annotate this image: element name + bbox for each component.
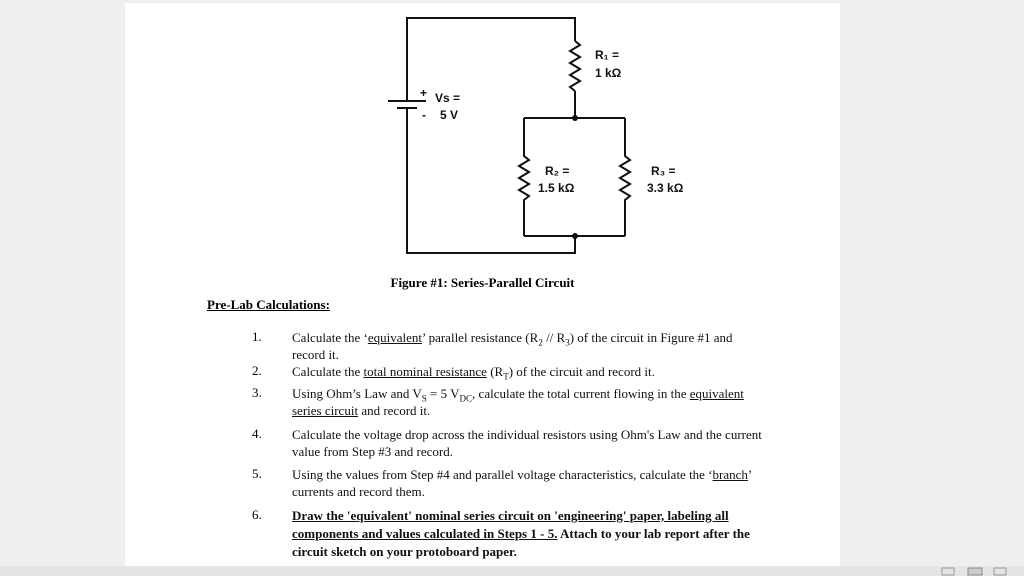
text: and record it. bbox=[358, 403, 431, 418]
subscript: 2 bbox=[538, 337, 543, 348]
subscript: DC bbox=[459, 393, 473, 404]
text: Using Ohm’s Law and V bbox=[292, 386, 422, 401]
text: Calculate the ‘ bbox=[292, 330, 368, 345]
item-number: 3. bbox=[252, 385, 262, 400]
text: Attach to your lab report after the circ… bbox=[292, 526, 750, 559]
r3-name: R₃ = bbox=[651, 164, 676, 178]
item-text: Calculate the voltage drop across the in… bbox=[292, 426, 762, 460]
text: ’ currents and record them. bbox=[292, 467, 752, 499]
text: = 5 V bbox=[426, 386, 460, 401]
vs-minus: - bbox=[422, 108, 426, 122]
item-number: 2. bbox=[252, 363, 262, 378]
item-number: 4. bbox=[252, 426, 262, 441]
text: , calculate the total current flowing in… bbox=[472, 386, 690, 401]
text: Calculate the voltage drop across the in… bbox=[292, 427, 762, 459]
circuit-diagram: R₁ = 1 kΩ + Vs = - 5 V R₂ = 1.5 kΩ R₃ = … bbox=[388, 17, 684, 254]
item-text: Calculate the total nominal resistance (… bbox=[292, 363, 762, 382]
text: equivalent bbox=[367, 330, 422, 345]
r3-value: 3.3 kΩ bbox=[647, 181, 684, 195]
item-text: Using Ohm’s Law and VS = 5 VDC, calculat… bbox=[292, 385, 762, 419]
section-title: Pre-Lab Calculations: bbox=[207, 297, 330, 312]
status-bar bbox=[0, 566, 1024, 576]
subscript: T bbox=[503, 371, 509, 382]
item-number: 6. bbox=[252, 507, 262, 522]
document-page: R₁ = 1 kΩ + Vs = - 5 V R₂ = 1.5 kΩ R₃ = … bbox=[125, 3, 840, 566]
view-icons bbox=[941, 567, 1007, 576]
subscript: S bbox=[421, 393, 427, 404]
item-text: Calculate the ‘equivalent’ parallel resi… bbox=[292, 329, 762, 363]
figure-caption: Figure #1: Series-Parallel Circuit bbox=[390, 275, 575, 290]
r1-name: R₁ = bbox=[595, 48, 619, 62]
text: ) of the circuit and record it. bbox=[508, 364, 655, 379]
r2-value: 1.5 kΩ bbox=[538, 181, 575, 195]
text: equivalent series circuit bbox=[292, 386, 744, 418]
vs-value: 5 V bbox=[440, 108, 458, 122]
item-number: 5. bbox=[252, 466, 262, 481]
text: // R bbox=[542, 330, 566, 345]
item-text: Using the values from Step #4 and parall… bbox=[292, 466, 762, 500]
text: Calculate the bbox=[292, 364, 364, 379]
vs-name: Vs = bbox=[435, 91, 460, 105]
text: (R bbox=[486, 364, 504, 379]
item-text: Draw the 'equivalent' nominal series cir… bbox=[292, 507, 762, 561]
text: ’ parallel resistance (R bbox=[421, 330, 539, 345]
item-number: 1. bbox=[252, 329, 262, 344]
subscript: 3 bbox=[565, 337, 570, 348]
text: Draw the 'equivalent' nominal series cir… bbox=[292, 508, 729, 541]
text: ) of the circuit in Figure #1 and record… bbox=[292, 330, 733, 362]
text: total nominal resistance bbox=[363, 364, 487, 379]
text: branch bbox=[712, 467, 748, 482]
r2-name: R₂ = bbox=[545, 164, 569, 178]
r1-value: 1 kΩ bbox=[595, 66, 622, 80]
vs-plus: + bbox=[420, 86, 427, 100]
text: Using the values from Step #4 and parall… bbox=[292, 467, 713, 482]
